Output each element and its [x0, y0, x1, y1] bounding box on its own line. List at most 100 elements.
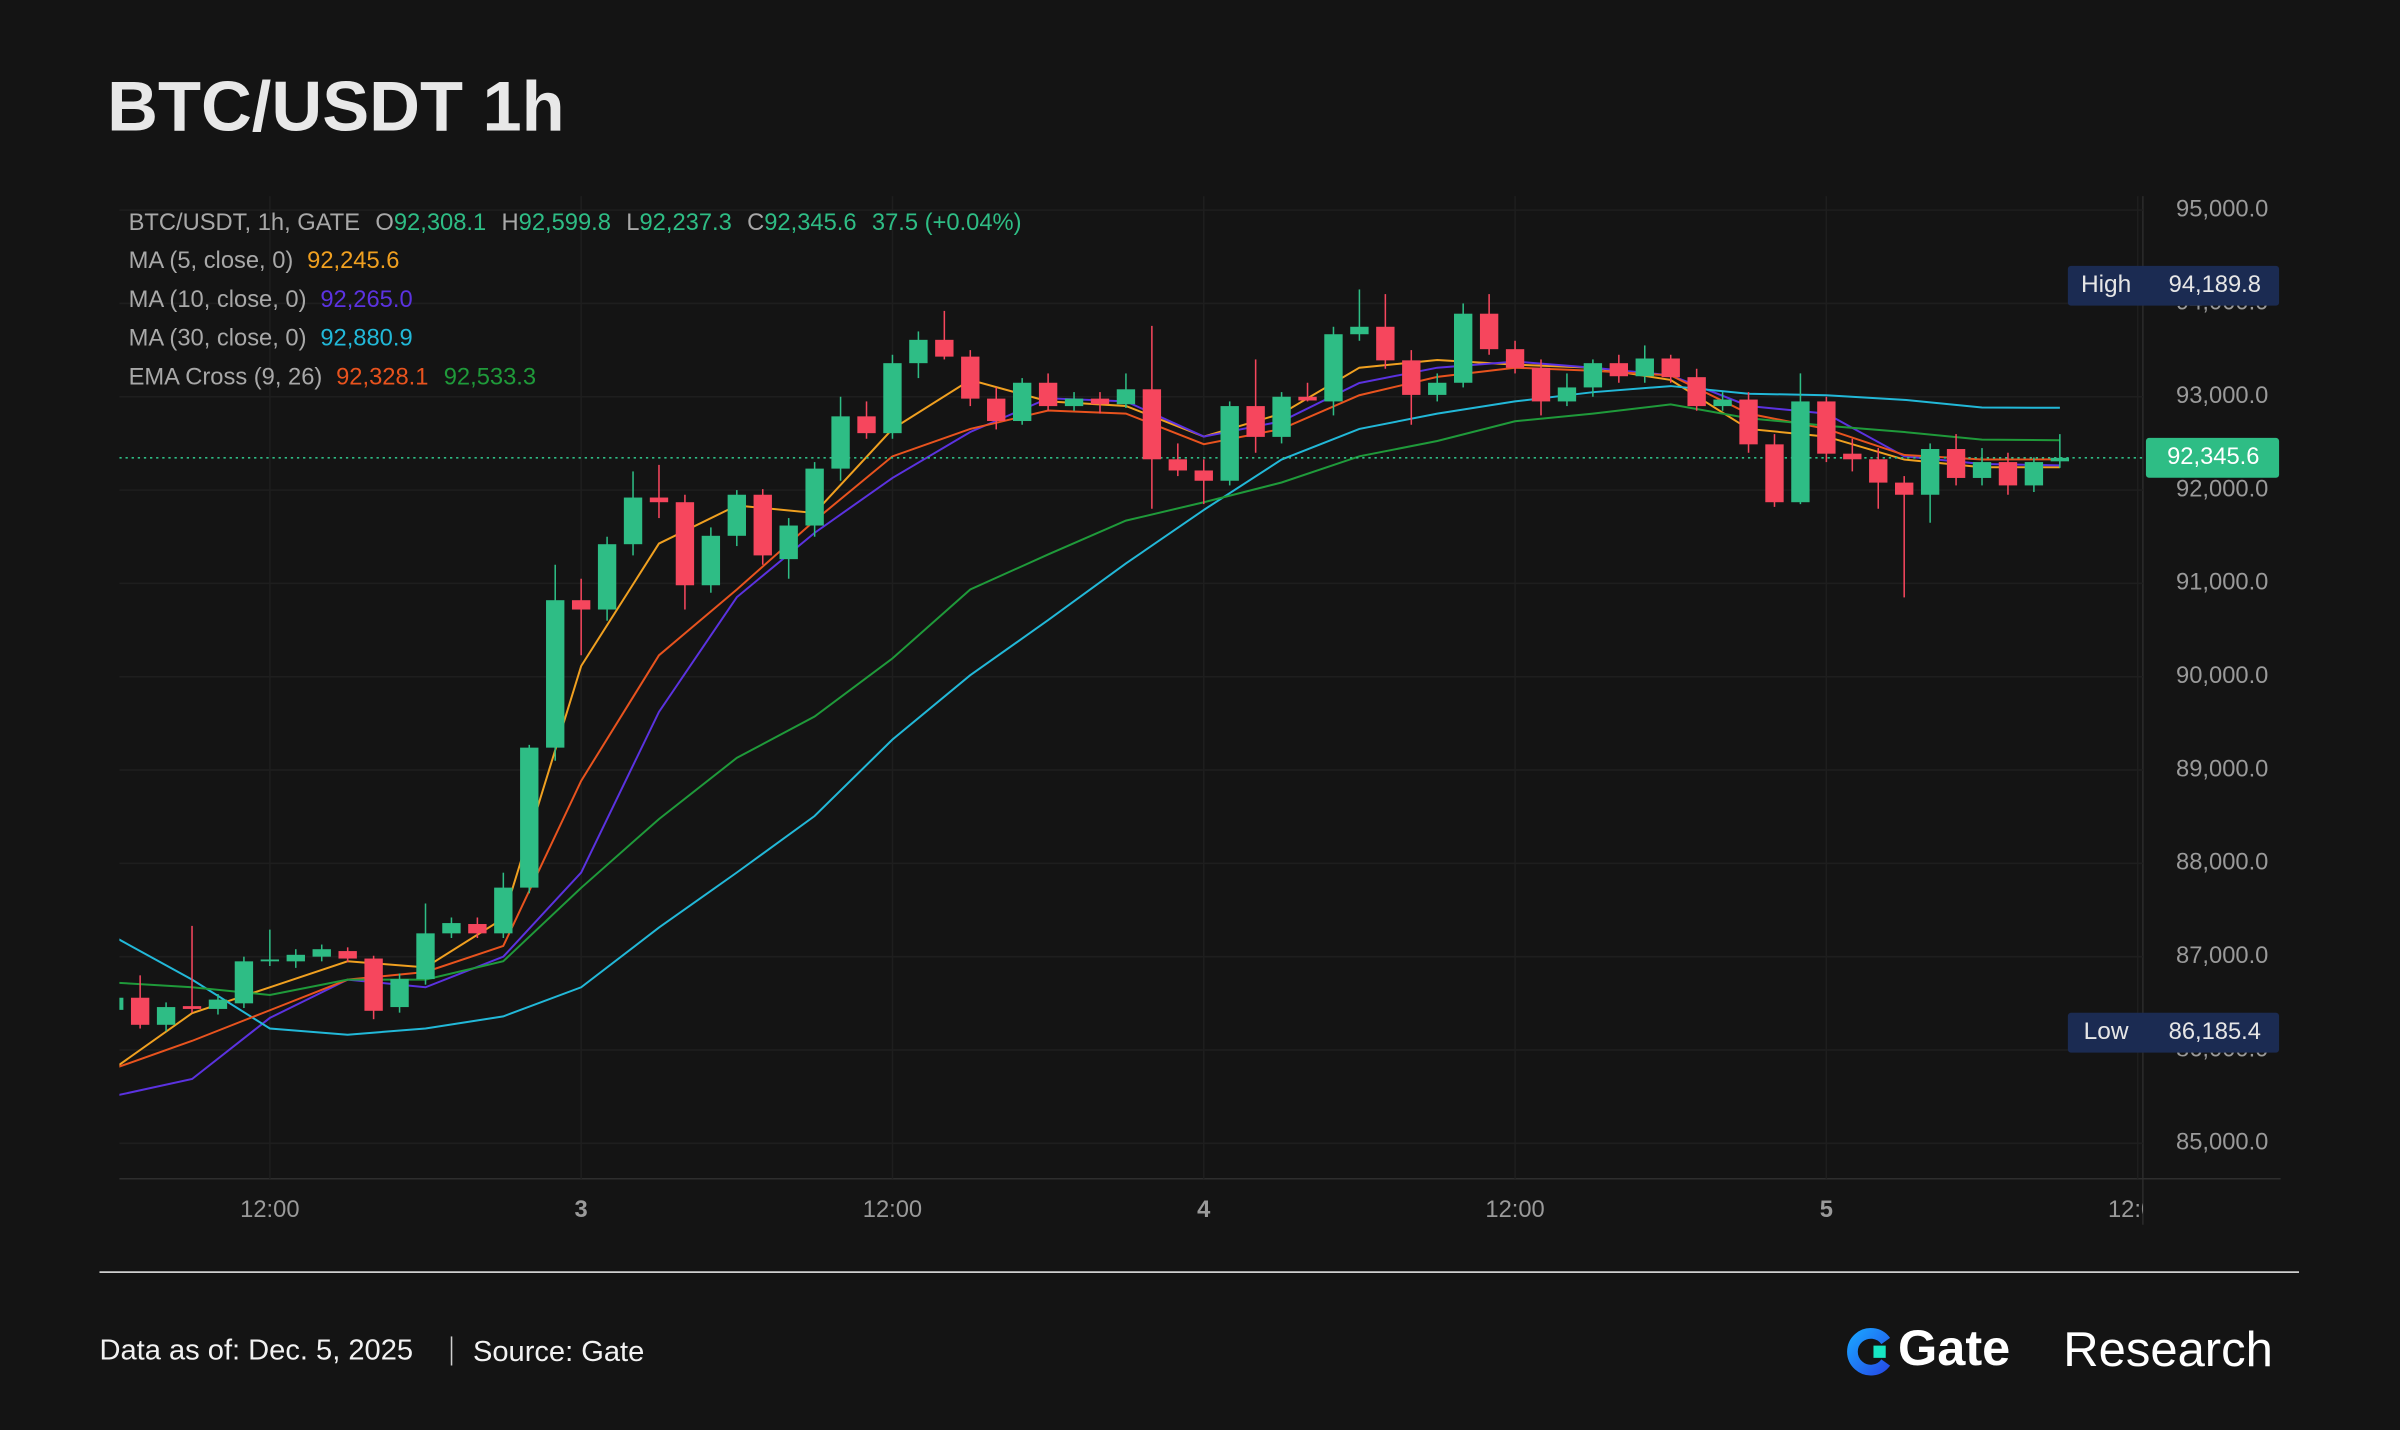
candle-body: [883, 363, 902, 434]
legend-text: MA (30, close, 0): [129, 326, 307, 352]
candle-body: [1687, 377, 1706, 407]
indicator-line: [119, 360, 2060, 1096]
candle-body: [987, 398, 1006, 422]
legend-text: 92,599.8: [519, 210, 611, 236]
candle-body: [779, 525, 798, 560]
candle-body: [208, 999, 228, 1009]
candle-body: [1246, 406, 1265, 437]
y-tick-label: 90,000.0: [2176, 663, 2268, 689]
candle-body: [1713, 399, 1732, 407]
legend-text: MA (10, close, 0): [129, 287, 307, 313]
candle-body: [1428, 382, 1447, 395]
legend-text: L: [626, 210, 639, 236]
candle-body: [831, 416, 850, 469]
footer-source: Source: Gate: [473, 1336, 644, 1368]
x-tick-label: 5: [1820, 1197, 1833, 1223]
candle-body: [1791, 401, 1810, 503]
legend-text: H: [501, 210, 518, 236]
candle-body: [1168, 459, 1188, 471]
candle-body: [468, 924, 487, 934]
candle-body: [520, 747, 539, 888]
candle-body: [1869, 459, 1888, 483]
candle-body: [1765, 444, 1784, 503]
legend-text: 92,237.3: [639, 210, 731, 236]
logo-icon: [1847, 1328, 1891, 1376]
candle-body: [130, 997, 150, 1025]
candle-body: [935, 339, 954, 357]
brand-name: Gate: [1898, 1319, 2010, 1376]
candle-body: [909, 339, 928, 364]
indicator-line: [119, 366, 2060, 1068]
candle-body: [1453, 313, 1473, 383]
grid: [119, 196, 2143, 1179]
candle-body: [623, 497, 643, 545]
last-price-label: 92,345.6: [2167, 444, 2259, 470]
candle-body: [701, 535, 721, 586]
candle-body: [1402, 360, 1421, 395]
candle-body: [1972, 462, 1992, 478]
candle-body: [546, 600, 565, 748]
x-tick-label: 3: [575, 1197, 588, 1223]
footer-date: Data as of: Dec. 5, 2025: [99, 1334, 413, 1366]
y-tick-label: 95,000.0: [2176, 196, 2268, 222]
candle-body: [805, 468, 824, 526]
candle-body: [2050, 457, 2070, 462]
x-tick-label: 4: [1197, 1197, 1211, 1223]
y-tick-label: 85,000.0: [2176, 1130, 2268, 1156]
candle-body: [1531, 367, 1551, 402]
candle-body: [727, 494, 746, 536]
candle-body: [1583, 363, 1603, 388]
legend-text: 92,245.6: [307, 248, 399, 274]
candle-body: [364, 958, 383, 1011]
legend-text: C: [747, 210, 764, 236]
candle-body: [416, 933, 435, 980]
x-tick-label: 12:00: [1485, 1197, 1544, 1223]
legend-text: 92,265.0: [320, 287, 412, 313]
indicator-line: [119, 403, 2060, 996]
legend-text: 92,533.3: [444, 364, 536, 390]
candle-body: [1194, 470, 1213, 481]
candle-body: [1557, 387, 1577, 402]
candle-body: [1064, 398, 1084, 407]
x-tick-label: 12:00: [863, 1197, 922, 1223]
candle-body: [1946, 449, 1966, 478]
y-tick-label: 93,000.0: [2176, 383, 2268, 409]
candle-body: [1090, 398, 1110, 405]
candle-body: [182, 1006, 202, 1009]
price-tag-name: Low: [2084, 1018, 2129, 1045]
legend-text: 92,328.1: [336, 364, 428, 390]
candle-body: [1505, 349, 1525, 368]
legend-text: MA (5, close, 0): [129, 248, 294, 274]
candle-body: [675, 502, 695, 586]
price-tag-box: [2067, 1012, 2280, 1053]
legend-text: 92,880.9: [320, 326, 412, 352]
y-tick-label: 91,000.0: [2176, 570, 2268, 596]
candle-body: [1012, 382, 1032, 422]
candle-body: [234, 961, 254, 1004]
candle-body: [1661, 358, 1680, 378]
price-tag-name: High: [2081, 271, 2131, 298]
candle-body: [1376, 326, 1395, 361]
legend-text: 92,308.1: [394, 210, 486, 236]
candle-body: [1817, 401, 1836, 454]
candle-body: [649, 497, 669, 503]
legend-text: EMA Cross (9, 26): [129, 364, 323, 390]
candle-body: [571, 600, 591, 610]
price-tag-value: 86,185.4: [2169, 1019, 2261, 1045]
candle-body: [597, 544, 617, 610]
candle-body: [1038, 382, 1058, 407]
brand-logo: Gate Research: [1847, 1319, 2273, 1377]
candle-body: [1920, 449, 1940, 495]
candle-body: [338, 951, 357, 959]
candle-body: [1142, 389, 1162, 460]
candle-body: [1220, 406, 1239, 481]
candle-body: [1272, 396, 1291, 437]
candle-body: [119, 997, 124, 1010]
candle-body: [390, 979, 409, 1008]
legend-text: BTC/USDT, 1h, GATE: [129, 210, 361, 236]
candle-body: [1843, 453, 1862, 460]
candle-body: [442, 923, 461, 934]
legend-text: 92,345.6: [764, 210, 856, 236]
